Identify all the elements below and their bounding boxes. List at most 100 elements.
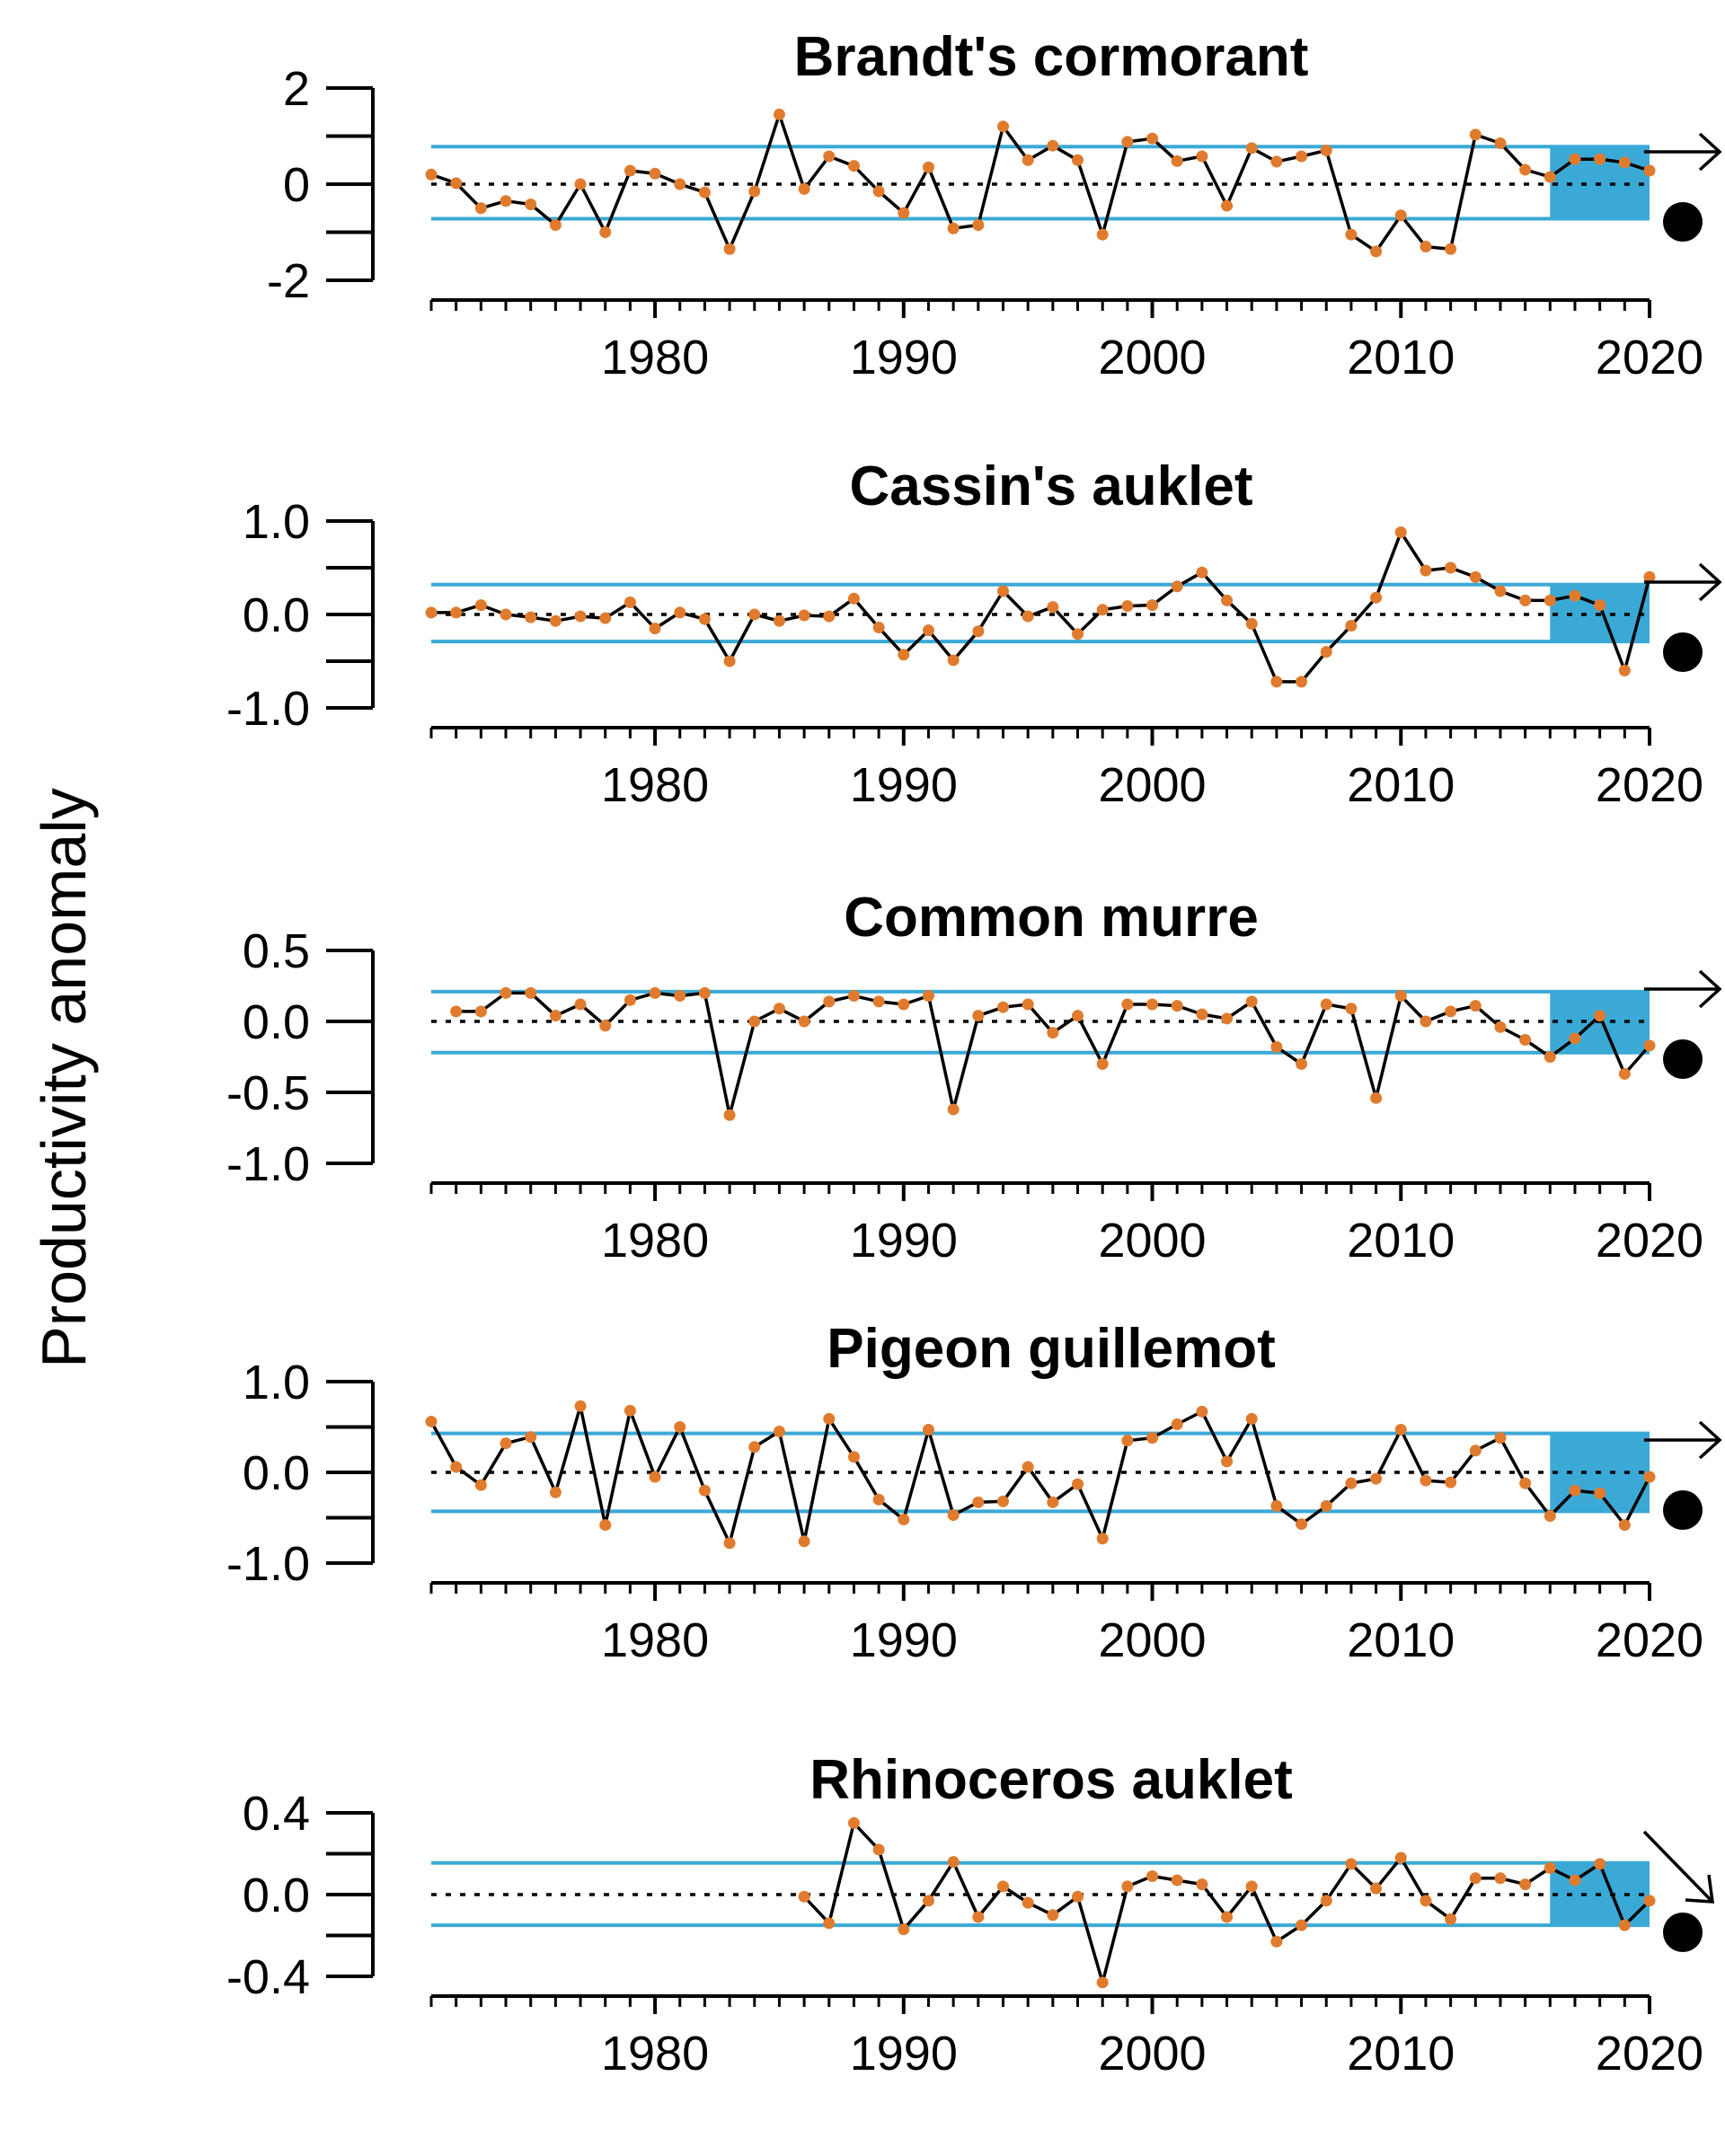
- data-point: [1569, 1874, 1581, 1886]
- data-point: [1569, 1032, 1581, 1045]
- data-point: [474, 202, 487, 215]
- data-point: [773, 614, 785, 627]
- panel-cassins-auklet: Cassin's auklet 1.0 0.0 -1.0 1980 1990 2000 20…: [226, 455, 1722, 812]
- data-point: [748, 1441, 761, 1454]
- data-point: [1594, 599, 1606, 612]
- data-point: [525, 986, 537, 999]
- data-point: [1394, 526, 1407, 538]
- data-point: [500, 608, 512, 621]
- data-point: [1320, 1895, 1332, 1907]
- data-point: [1022, 610, 1034, 623]
- data-point: [450, 177, 463, 190]
- data-point: [996, 1495, 1009, 1507]
- x-tick-label: 1990: [850, 1214, 958, 1268]
- data-point: [624, 994, 636, 1006]
- data-point: [723, 655, 736, 667]
- y-tick-label: -1.0: [226, 682, 310, 736]
- data-point: [599, 612, 612, 624]
- x-tick-label: 2020: [1596, 331, 1703, 384]
- data-point: [1022, 154, 1034, 166]
- data-point: [450, 1461, 463, 1473]
- data-point: [798, 182, 810, 195]
- data-point: [1320, 145, 1332, 157]
- data-point: [574, 610, 587, 623]
- panel-title: Brandt's cormorant: [794, 26, 1309, 88]
- trend-arrow-head-icon: [1698, 562, 1722, 602]
- x-tick-label: 1980: [601, 331, 709, 384]
- data-point: [1296, 1518, 1308, 1531]
- data-point: [1121, 1880, 1134, 1893]
- x-tick-label: 2020: [1596, 2027, 1703, 2081]
- data-point: [1394, 1851, 1407, 1864]
- data-point: [1047, 1909, 1059, 1922]
- data-point: [574, 1400, 587, 1412]
- data-point: [823, 1412, 836, 1425]
- data-point: [1420, 1895, 1432, 1907]
- data-point: [1072, 1010, 1084, 1022]
- data-point: [1469, 1000, 1482, 1012]
- data-point: [1345, 228, 1358, 241]
- data-point: [1394, 209, 1407, 222]
- data-point: [898, 998, 910, 1011]
- data-point: [996, 1001, 1009, 1013]
- panel-pigeon-guillemot: Pigeon guillemot 1.0 0.0 -1.0 1980 1990 2000 2…: [226, 1318, 1722, 1667]
- data-point: [1469, 1872, 1482, 1885]
- x-tick-label: 2010: [1347, 758, 1455, 812]
- data-point: [674, 1421, 686, 1433]
- data-point: [1618, 1067, 1631, 1080]
- data-point: [1171, 1000, 1183, 1012]
- data-point: [1469, 570, 1482, 583]
- data-point: [649, 623, 661, 635]
- x-tick-label: 2000: [1098, 1214, 1206, 1268]
- data-point: [748, 185, 761, 198]
- data-point: [898, 1514, 910, 1526]
- data-point: [1245, 1412, 1258, 1425]
- data-point: [1171, 1418, 1183, 1430]
- data-point: [1643, 1039, 1656, 1052]
- data-point: [1569, 153, 1581, 165]
- x-tick-label: 2000: [1098, 758, 1206, 812]
- data-point: [500, 1437, 512, 1450]
- x-tick-label: 2020: [1596, 1613, 1703, 1667]
- y-tick-label: 0: [283, 158, 310, 212]
- data-point: [773, 108, 785, 120]
- data-point: [1420, 564, 1432, 577]
- data-point: [1047, 139, 1059, 152]
- data-point: [947, 1508, 960, 1521]
- data-point: [549, 1010, 562, 1022]
- data-point: [847, 592, 860, 605]
- data-point: [1618, 1919, 1631, 1931]
- data-point: [1171, 155, 1183, 167]
- data-point: [1544, 594, 1556, 606]
- trend-arrow-head-icon: [1698, 969, 1722, 1009]
- data-point: [474, 599, 487, 612]
- data-point: [1370, 591, 1383, 604]
- data-point: [1121, 1435, 1134, 1447]
- data-point: [1320, 998, 1332, 1011]
- data-point: [798, 609, 810, 622]
- data-point: [1072, 1890, 1084, 1903]
- data-point: [1618, 156, 1631, 169]
- data-point: [624, 596, 636, 608]
- data-point: [525, 611, 537, 623]
- mean-status-dot-icon: [1663, 202, 1703, 242]
- y-tick-label: -0.4: [226, 1950, 310, 2004]
- data-point: [898, 649, 910, 661]
- data-point: [1618, 664, 1631, 676]
- x-tick-label: 1990: [850, 331, 958, 384]
- data-point: [1370, 1882, 1383, 1895]
- data-point: [1022, 1461, 1034, 1473]
- data-point: [1494, 1021, 1507, 1033]
- data-point: [1171, 580, 1183, 593]
- data-point: [872, 622, 885, 634]
- data-point: [798, 1015, 810, 1028]
- data-point: [1643, 164, 1656, 177]
- data-point: [1519, 594, 1532, 606]
- x-tick-label: 2010: [1347, 1214, 1455, 1268]
- data-point: [474, 1005, 487, 1018]
- data-point: [748, 1015, 761, 1028]
- data-point: [1445, 1005, 1457, 1018]
- data-point: [1121, 998, 1134, 1011]
- data-point: [1146, 998, 1159, 1011]
- data-point: [1121, 136, 1134, 148]
